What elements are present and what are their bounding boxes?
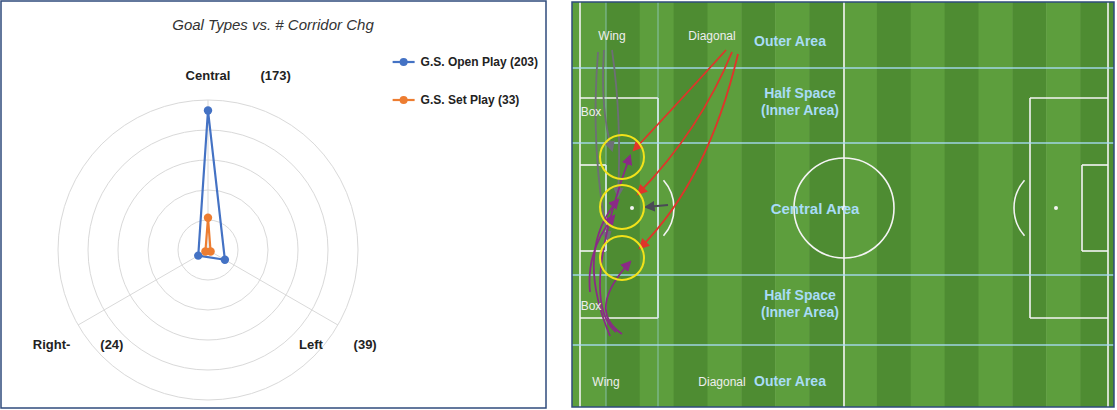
- corridor-label-line: Outer Area: [754, 373, 826, 389]
- pitch: [572, 2, 1114, 407]
- category-count: (24): [100, 337, 123, 352]
- series-line: [205, 218, 210, 252]
- legend-item: G.S. Open Play (203): [393, 55, 538, 69]
- panel-frame: [572, 2, 1114, 407]
- six-yard-box: [1082, 164, 1108, 166]
- penalty-box: [1030, 317, 1108, 319]
- pitch-stripe: [606, 2, 640, 407]
- arrow: [596, 52, 608, 240]
- six-yard-box: [1081, 165, 1083, 251]
- penalty-box: [580, 317, 658, 319]
- penalty-box: [1029, 98, 1031, 318]
- series-marker: [221, 256, 229, 264]
- category-count: (39): [354, 337, 377, 352]
- figure: Goal Types vs. # Corridor Chg Central (173…: [0, 0, 1117, 410]
- series-marker: [204, 214, 212, 222]
- zone-label: Box: [581, 299, 602, 313]
- legend: G.S. Open Play (203) G.S. Set Play (33): [393, 55, 538, 107]
- zone-label: Diagonal: [698, 375, 745, 389]
- target-circle: [600, 135, 644, 179]
- pitch-stripe: [1080, 2, 1114, 407]
- pitch-stripe: [674, 2, 708, 407]
- zone-label: Wing: [598, 29, 625, 43]
- pitch-stripe: [979, 2, 1013, 407]
- corridor-label: Central Area: [771, 200, 860, 217]
- series-marker: [201, 247, 209, 255]
- legend-label: G.S. Open Play (203): [421, 55, 538, 69]
- penalty-box: [1030, 97, 1108, 99]
- chart-title: Goal Types vs. # Corridor Chg: [172, 16, 374, 33]
- legend-marker: [400, 58, 408, 66]
- category-label: Central: [186, 68, 231, 83]
- category-label: Left: [299, 337, 324, 352]
- arrow: [640, 54, 738, 248]
- penalty-box: [580, 97, 658, 99]
- corridor-label-line: (Inner Area): [761, 304, 839, 320]
- page: Goal Types vs. # Corridor Chg Central (173…: [0, 0, 1117, 410]
- corridor-line: [572, 344, 1114, 345]
- grid: [58, 100, 358, 400]
- marks: [194, 106, 229, 264]
- series-marker: [204, 106, 212, 114]
- penalty-spot: [1054, 206, 1058, 210]
- arrow: [603, 50, 612, 150]
- zone-line: [606, 2, 607, 407]
- zone-label: Wing: [592, 375, 619, 389]
- axis-spoke: [208, 250, 338, 325]
- zone-label: Diagonal: [688, 29, 735, 43]
- corridor-label: Outer Area: [754, 33, 826, 49]
- legend-item: G.S. Set Play (33): [393, 93, 520, 107]
- corridor-label-line: Half Space: [764, 85, 836, 101]
- axis-spoke: [78, 250, 208, 325]
- pitch-stripe: [911, 2, 945, 407]
- pitch-stripe: [1046, 2, 1080, 407]
- corridor-label-line: (Inner Area): [761, 102, 839, 118]
- arrows: [590, 50, 739, 336]
- arrow: [612, 50, 619, 196]
- corridor-label-line: Outer Area: [754, 33, 826, 49]
- target-circle: [600, 185, 644, 229]
- pitch-stripe: [945, 2, 979, 407]
- legend-label: G.S. Set Play (33): [421, 93, 520, 107]
- pitch-line: [1107, 2, 1109, 407]
- penalty-spot: [630, 206, 634, 210]
- arrow: [594, 200, 618, 336]
- zone-label: Box: [581, 105, 602, 119]
- grid-ring: [58, 100, 358, 400]
- legend-marker: [400, 96, 408, 104]
- corridor-line: [572, 67, 1114, 68]
- arrow: [646, 205, 668, 207]
- penalty-arc: [1014, 180, 1024, 236]
- pitch-stripe: [1012, 2, 1046, 407]
- category-label: Right-: [33, 337, 71, 352]
- category-count: (173): [260, 68, 290, 83]
- series-line: [198, 111, 225, 260]
- zone-line: [658, 2, 659, 407]
- arrow: [606, 262, 630, 334]
- pitch-stripe: [640, 2, 674, 407]
- corridor-label: Outer Area: [754, 373, 826, 389]
- corridor-label: Half Space(Inner Area): [761, 85, 839, 118]
- corridor-label-line: Central Area: [771, 200, 860, 217]
- category-labels: Central (173) Left (39) Right- (24): [33, 68, 377, 352]
- panel-frame: [1, 1, 546, 408]
- series-marker: [194, 251, 202, 259]
- pitch-labels: Outer AreaHalf Space(Inner Area)Central …: [581, 29, 860, 389]
- corridor-label: Half Space(Inner Area): [761, 287, 839, 320]
- six-yard-box: [1082, 250, 1108, 252]
- corridor-line: [572, 142, 1114, 143]
- corridor-line: [572, 274, 1114, 275]
- pitch-line: [579, 2, 581, 407]
- target-circle: [600, 236, 644, 280]
- corridor-label-line: Half Space: [764, 287, 836, 303]
